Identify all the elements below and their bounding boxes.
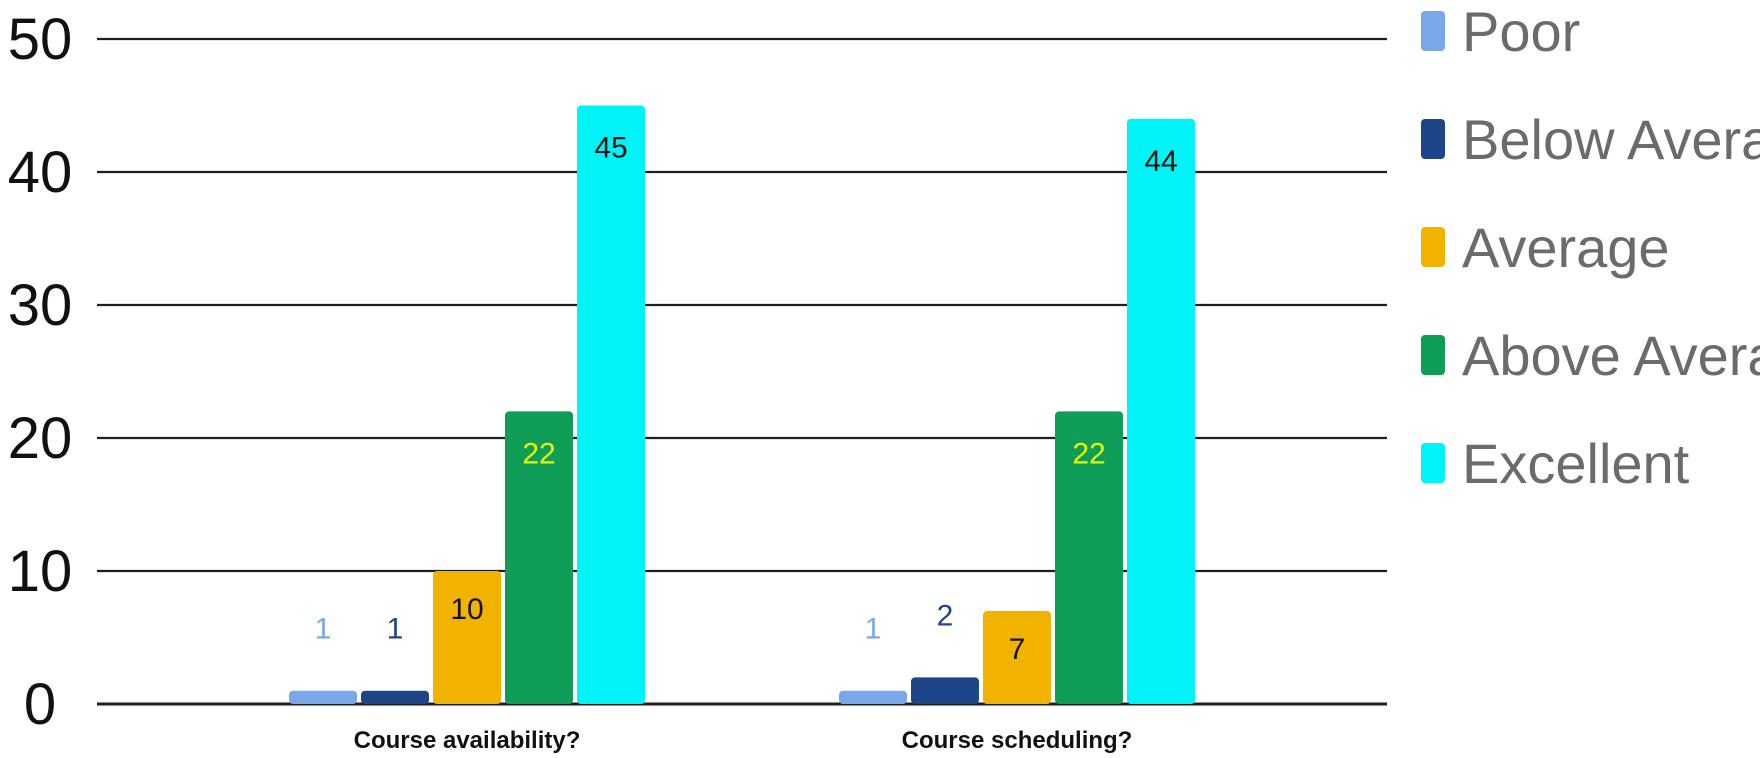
x-axis-labels: Course availability? Course scheduling? xyxy=(354,727,1133,754)
legend-swatch xyxy=(1421,227,1445,267)
x-tick-label: Course scheduling? xyxy=(902,727,1133,754)
x-tick-label: Course availability? xyxy=(354,727,581,754)
data-labels: 1 1 10 22 45 1 2 7 22 44 xyxy=(315,132,1178,666)
bars xyxy=(289,105,1195,705)
y-tick-label: 40 xyxy=(8,140,73,205)
y-tick-label: 0 xyxy=(24,672,56,737)
bar xyxy=(433,571,501,704)
legend: Poor Below Average Average Above Average Exc… xyxy=(1421,0,1760,495)
y-tick-label: 10 xyxy=(8,539,73,604)
legend-label: Below Average xyxy=(1462,108,1760,171)
bar-value-label: 45 xyxy=(594,132,627,165)
bar xyxy=(1127,118,1195,705)
y-tick-label: 30 xyxy=(8,273,73,338)
legend-label: Poor xyxy=(1462,0,1580,63)
legend-label: Above Average xyxy=(1462,324,1760,387)
bar xyxy=(361,690,429,704)
bar xyxy=(911,677,979,704)
bar-value-label: 22 xyxy=(522,437,555,470)
y-tick-label: 50 xyxy=(8,7,73,72)
y-tick-label: 20 xyxy=(8,406,73,471)
bar xyxy=(983,610,1051,704)
bar-value-label: 1 xyxy=(387,613,404,646)
bar-value-label: 1 xyxy=(865,613,882,646)
bar xyxy=(839,690,907,704)
bar xyxy=(577,105,645,704)
legend-swatch xyxy=(1421,335,1445,375)
bar-value-label: 2 xyxy=(937,599,954,632)
bar xyxy=(1055,411,1123,704)
legend-label: Excellent xyxy=(1462,432,1690,495)
legend-swatch xyxy=(1421,119,1445,159)
legend-swatch xyxy=(1421,11,1445,51)
y-axis-labels: 0 10 20 30 40 50 xyxy=(8,7,73,737)
bar-value-label: 1 xyxy=(315,613,332,646)
bar-value-label: 7 xyxy=(1009,633,1026,666)
bar-value-label: 10 xyxy=(450,593,483,626)
legend-label: Average xyxy=(1462,216,1670,279)
bar xyxy=(505,411,573,704)
bar xyxy=(289,690,357,704)
bar-value-label: 22 xyxy=(1072,437,1105,470)
bar-value-label: 44 xyxy=(1144,145,1177,178)
legend-swatch xyxy=(1421,443,1445,483)
